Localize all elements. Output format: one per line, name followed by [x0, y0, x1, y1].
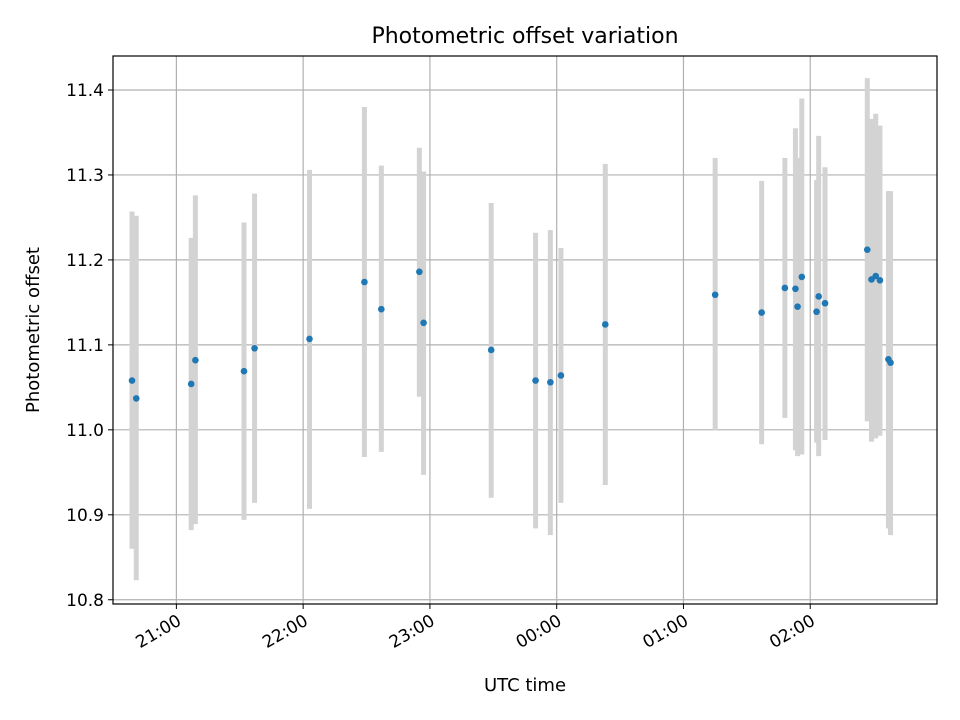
data-point — [711, 291, 719, 299]
data-point — [187, 380, 195, 388]
data-point — [821, 299, 829, 307]
data-point — [813, 308, 820, 316]
y-tick-label: 11.2 — [66, 251, 104, 271]
data-point — [547, 378, 554, 386]
plot-frame — [112, 55, 938, 605]
y-axis-label: Photometric offset — [23, 247, 44, 413]
data-point — [251, 344, 258, 352]
y-tick-label: 11.1 — [66, 336, 104, 356]
data-point — [887, 359, 894, 367]
data-point — [416, 268, 423, 276]
y-tick-label: 11.3 — [66, 166, 104, 186]
data-point — [815, 293, 822, 300]
data-point — [798, 273, 806, 281]
y-tick-label: 10.8 — [66, 591, 104, 611]
data-point — [192, 356, 199, 364]
y-tick-label: 11.0 — [66, 421, 104, 441]
data-point — [487, 346, 495, 354]
data-point — [557, 372, 565, 379]
y-tick-label: 11.4 — [66, 81, 104, 101]
data-point — [863, 246, 871, 254]
data-point — [792, 285, 799, 293]
data-point — [876, 276, 884, 284]
data-point — [306, 335, 313, 343]
data-points — [128, 246, 894, 402]
y-tick-label: 10.9 — [66, 506, 104, 526]
data-point — [794, 303, 801, 310]
y-axis-ticks: 10.8 10.9 11.0 11.1 11.2 11.3 11.4 — [66, 81, 113, 611]
data-point — [872, 272, 880, 280]
x-axis-label: UTC time — [484, 675, 566, 696]
data-point — [361, 278, 368, 286]
data-point — [601, 321, 609, 328]
data-point — [532, 377, 539, 384]
data-point — [132, 395, 140, 402]
data-point — [758, 309, 765, 316]
data-point — [128, 377, 136, 384]
data-point — [781, 284, 789, 292]
data-point — [420, 319, 427, 327]
data-point — [240, 367, 248, 375]
chart-title: Photometric offset variation — [371, 24, 678, 49]
data-point — [378, 305, 385, 313]
